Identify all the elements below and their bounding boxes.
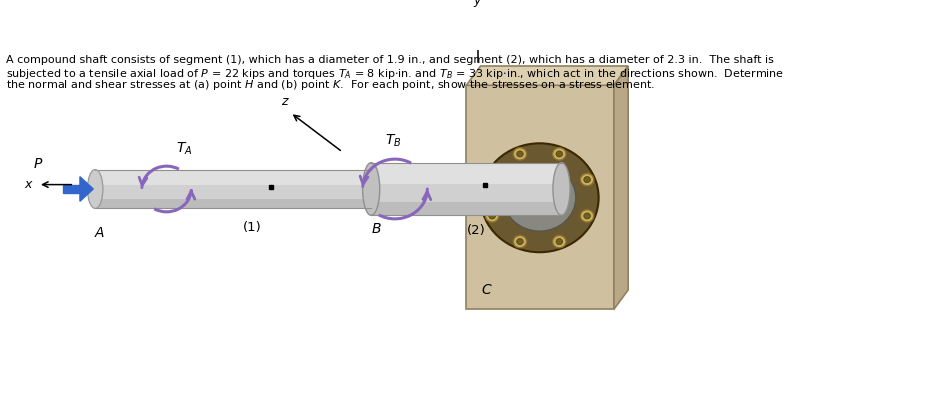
Text: $P$: $P$ (33, 157, 44, 171)
Text: (1): (1) (243, 221, 262, 235)
Circle shape (489, 213, 495, 219)
Text: $A$: $A$ (94, 226, 106, 240)
Polygon shape (371, 163, 561, 184)
Polygon shape (369, 163, 373, 170)
Polygon shape (95, 199, 371, 208)
Polygon shape (613, 66, 628, 309)
Polygon shape (371, 202, 561, 215)
Text: $T_B$: $T_B$ (385, 132, 402, 149)
Text: $B$: $B$ (371, 222, 381, 236)
Polygon shape (466, 85, 613, 309)
Polygon shape (63, 185, 80, 193)
Circle shape (584, 176, 591, 183)
Circle shape (580, 210, 593, 222)
Ellipse shape (87, 170, 103, 208)
Text: $H$: $H$ (276, 180, 288, 194)
Polygon shape (95, 170, 371, 208)
Text: $T_A$: $T_A$ (176, 141, 192, 157)
Circle shape (516, 239, 523, 244)
Text: the normal and shear stresses at (a) point $H$ and (b) point $K$.  For each poin: the normal and shear stresses at (a) poi… (6, 78, 655, 92)
Circle shape (584, 213, 591, 219)
Circle shape (489, 176, 495, 183)
Polygon shape (95, 170, 371, 185)
Text: $x$: $x$ (25, 178, 34, 191)
Circle shape (514, 148, 527, 160)
Ellipse shape (480, 143, 598, 252)
Circle shape (553, 235, 566, 248)
Text: $y$: $y$ (473, 0, 483, 9)
Polygon shape (371, 163, 561, 215)
Circle shape (556, 151, 563, 157)
Text: (2): (2) (467, 224, 485, 237)
Circle shape (516, 151, 523, 157)
Text: $K$: $K$ (490, 178, 502, 192)
Ellipse shape (553, 163, 570, 215)
Text: $C$: $C$ (481, 283, 494, 297)
Circle shape (580, 173, 593, 186)
Text: $z$: $z$ (281, 95, 290, 108)
Text: A compound shaft consists of segment (1), which has a diameter of 1.9 in., and s: A compound shaft consists of segment (1)… (6, 55, 773, 66)
Circle shape (556, 239, 563, 244)
Circle shape (485, 173, 499, 186)
Ellipse shape (87, 170, 103, 208)
Circle shape (553, 148, 566, 160)
Polygon shape (369, 208, 373, 215)
Polygon shape (466, 66, 628, 85)
Polygon shape (80, 177, 93, 201)
Text: subjected to a tensile axial load of $P$ = 22 kips and torques $T_A$ = 8 kip$\cd: subjected to a tensile axial load of $P$… (6, 67, 784, 81)
Ellipse shape (503, 164, 575, 231)
Circle shape (514, 235, 527, 248)
Ellipse shape (362, 163, 379, 215)
Circle shape (485, 210, 499, 222)
